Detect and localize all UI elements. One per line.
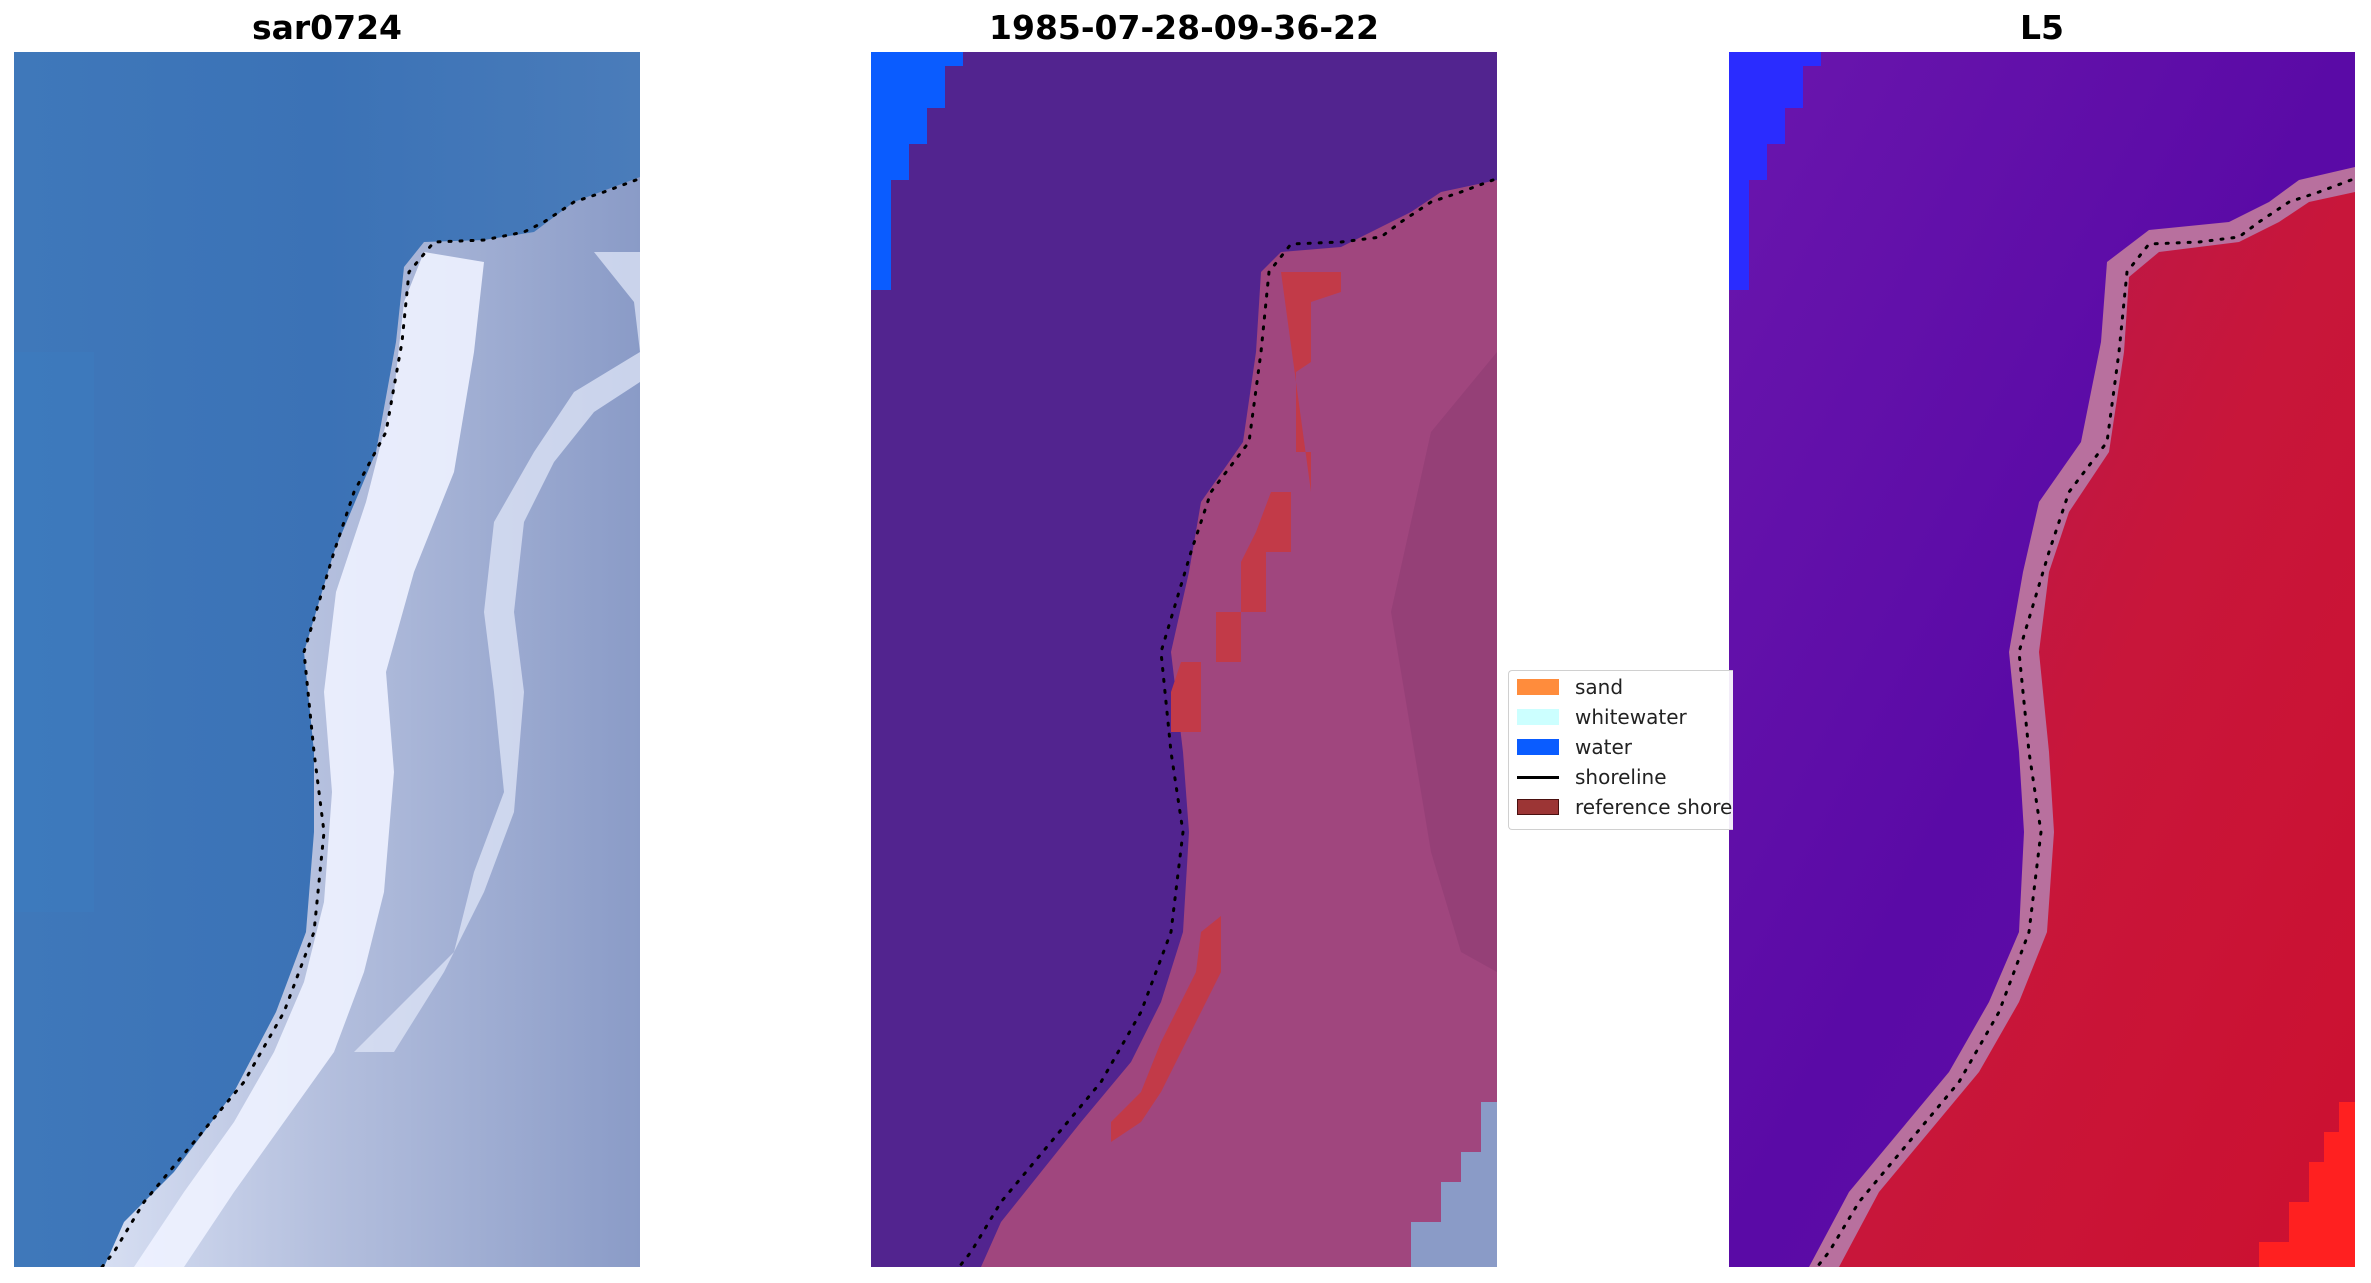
legend-label-whitewater: whitewater [1575,705,1687,729]
rgb-water-patch [14,352,94,912]
legend-swatch-sand [1517,679,1559,695]
class-shoreline-dotted [957,178,1495,1267]
shoreline-dotted [100,178,638,1267]
legend-label-water: water [1575,735,1632,759]
legend-item-reference-shoreline: reference shoreline [1517,793,1733,821]
legend-label-shoreline: shoreline [1575,765,1667,789]
prob-bright-corner [2259,1102,2355,1267]
rgb-image [14,52,640,1267]
class-land-area [981,180,1497,1267]
classification-image [871,52,1497,1267]
legend-label-sand: sand [1575,675,1624,699]
legend-swatch-water [1517,739,1559,755]
class-reference-shoreline [1171,272,1341,732]
probability-image [1729,52,2355,1267]
prob-shoreline-dotted [1815,178,2353,1267]
class-land-shade [1391,352,1497,972]
legend-swatch-reference-shoreline [1517,799,1559,815]
legend: sand whitewater water shoreline referenc… [1508,670,1733,830]
panel-title-l5: L5 [2020,8,2064,47]
class-reference-shoreline-lower [1111,916,1221,1142]
rgb-surf-band [134,252,484,1267]
rgb-bright-lagoon [354,252,640,1052]
class-topleft-water [871,52,963,290]
legend-item-water: water [1517,733,1733,761]
legend-label-reference-shoreline: reference shoreline [1575,795,1733,819]
panel-title-classification: 1985-07-28-09-36-22 [989,8,1379,47]
legend-item-shoreline: shoreline [1517,763,1733,791]
legend-item-sand: sand [1517,673,1733,701]
panel-title-sar0724: sar0724 [251,8,403,47]
prob-topleft-water [1729,52,1821,290]
probability-panel [1729,52,2355,1267]
classification-panel [871,52,1497,1267]
legend-swatch-whitewater [1517,709,1559,725]
legend-item-whitewater: whitewater [1517,703,1733,731]
rgb-image-panel [14,52,640,1267]
class-gray-corner [1411,1102,1497,1267]
legend-swatch-shoreline [1517,775,1559,779]
prob-land-area [1839,192,2355,1267]
